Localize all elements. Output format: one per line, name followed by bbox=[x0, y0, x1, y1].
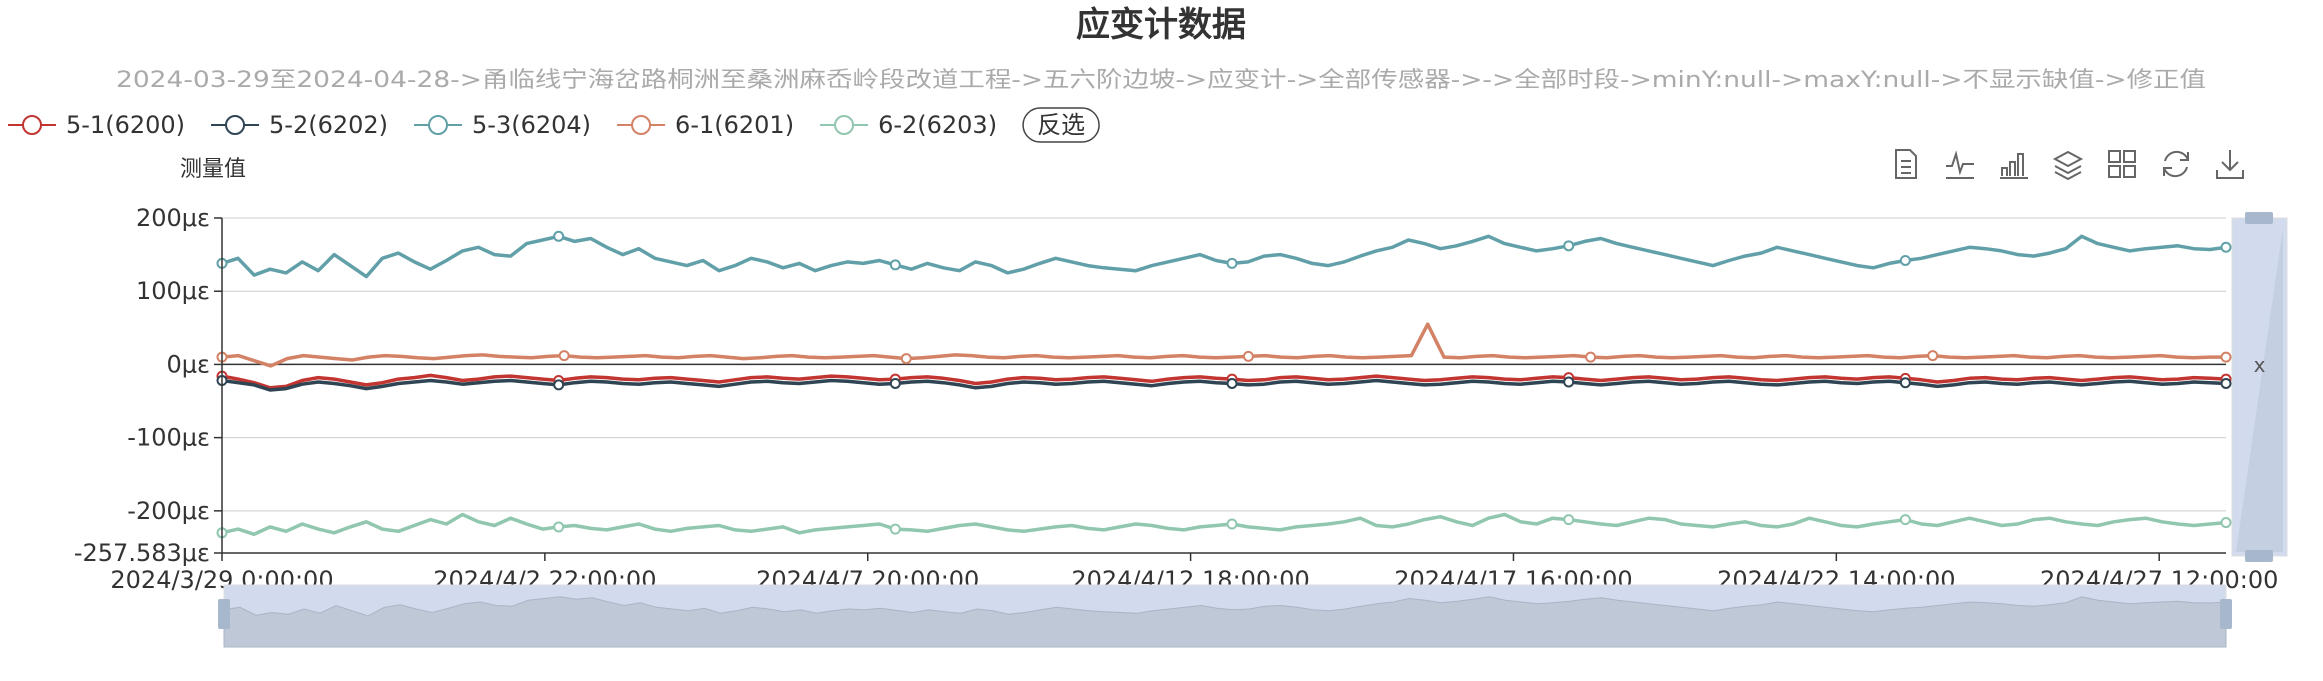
legend-item-5[interactable]: 6-2(6203) bbox=[820, 111, 997, 139]
y-tick-label-6: -257.583με bbox=[74, 539, 210, 567]
legend-label: 5-1(6200) bbox=[66, 111, 185, 139]
series-2-point-5 bbox=[1563, 376, 1575, 388]
x-zoom-slider[interactable] bbox=[218, 584, 2232, 648]
legend-marker bbox=[428, 115, 449, 135]
tile-4 bbox=[2123, 165, 2136, 178]
stack-layers bbox=[2054, 165, 2082, 181]
y-tick-label-3: 0με bbox=[166, 350, 210, 378]
legend-marker bbox=[225, 115, 246, 135]
tile-1 bbox=[2108, 150, 2121, 163]
line-chart-icon[interactable] bbox=[1946, 150, 1974, 179]
axes: 200με100με0με-100με-200με-257.583με2024/… bbox=[74, 204, 2279, 594]
bar-glyph bbox=[2000, 153, 2028, 179]
invert-selection-button[interactable]: 反选 bbox=[1022, 107, 1100, 143]
y-zoom-slider[interactable]: x bbox=[2231, 212, 2288, 562]
legend-marker bbox=[834, 115, 855, 135]
y-zoom-shadow bbox=[2236, 228, 2283, 552]
series-2-point-7 bbox=[2220, 377, 2232, 389]
series-4-point-6 bbox=[1927, 350, 1939, 362]
series-4-point-7 bbox=[2220, 351, 2232, 363]
legend-item-4[interactable]: 6-1(6201) bbox=[617, 111, 794, 139]
chart-subtitle: 2024-03-29至2024-04-28->甬临线宁海岔路桐洲至桑洲麻岙岭段改… bbox=[116, 68, 2206, 93]
series-5-point-4 bbox=[1226, 518, 1238, 530]
series-2-point-4 bbox=[1226, 377, 1238, 389]
series-3-point-3 bbox=[889, 259, 901, 271]
series-4-point-3 bbox=[900, 353, 912, 365]
series-3-point-5 bbox=[1563, 240, 1575, 252]
invert-selection-outline bbox=[1022, 107, 1100, 143]
y-tick-label-5: -200με bbox=[127, 497, 210, 525]
y-zoom-handle-bottom[interactable] bbox=[2245, 550, 2273, 562]
legend-label: 5-2(6202) bbox=[269, 111, 388, 139]
legend-label: 5-3(6204) bbox=[472, 111, 591, 139]
series-3-point-7 bbox=[2220, 241, 2232, 253]
y-zoom-handle-top[interactable] bbox=[2245, 212, 2273, 224]
series-4-point-5 bbox=[1585, 351, 1597, 363]
doc-lines bbox=[1901, 160, 1911, 174]
invert-selection-label: 反选 bbox=[1037, 111, 1085, 139]
plot-area bbox=[216, 230, 2232, 539]
series-4-point-4 bbox=[1242, 350, 1254, 362]
series-2-point-6 bbox=[1899, 377, 1911, 389]
legend: 5-1(6200) 5-2(6202) 5-3(6204) 6-1(6201) 6-2(… bbox=[8, 107, 1100, 143]
tile-2 bbox=[2123, 150, 2136, 163]
series-5-point-2 bbox=[553, 521, 565, 533]
series-line-3 bbox=[221, 234, 2227, 279]
y-axis-label: 测量值 bbox=[180, 157, 246, 182]
y-tick-label-2: 100με bbox=[136, 277, 210, 305]
legend-marker bbox=[631, 115, 652, 135]
series-2-point-3 bbox=[889, 377, 901, 389]
series-line-5 bbox=[221, 512, 2227, 537]
series-line-4 bbox=[221, 322, 2226, 368]
line-glyph bbox=[1946, 150, 1974, 176]
x-zoom-handle-right[interactable] bbox=[2220, 599, 2232, 629]
x-zoom-handle-left[interactable] bbox=[218, 599, 230, 629]
doc-outline bbox=[1895, 149, 1917, 179]
series-3-point-4 bbox=[1226, 257, 1238, 269]
stack-icon[interactable] bbox=[2052, 150, 2084, 181]
legend-item-1[interactable]: 5-1(6200) bbox=[8, 111, 185, 139]
y-tick-label-1: 200με bbox=[136, 204, 210, 232]
series-3-point-6 bbox=[1899, 254, 1911, 266]
save-image-icon[interactable] bbox=[2216, 150, 2244, 179]
data-view-icon[interactable] bbox=[1895, 149, 1917, 179]
series-2-point-2 bbox=[553, 379, 565, 391]
series-5-point-6 bbox=[1899, 514, 1911, 526]
legend-marker bbox=[22, 115, 42, 135]
chart-title: 应变计数据 bbox=[1076, 5, 1246, 45]
grid-lines bbox=[222, 217, 2226, 512]
legend-label: 6-1(6201) bbox=[675, 111, 794, 139]
stack-top bbox=[2052, 150, 2084, 168]
legend-label: 6-2(6203) bbox=[878, 111, 997, 139]
restore-arrows bbox=[2163, 152, 2189, 176]
toolbox bbox=[1895, 149, 2244, 181]
legend-item-3[interactable]: 5-3(6204) bbox=[414, 111, 591, 139]
y-tick-label-4: -100με bbox=[127, 424, 210, 452]
restore-icon[interactable] bbox=[2163, 150, 2189, 178]
series-5-point-3 bbox=[889, 523, 901, 535]
x-zoom-preview bbox=[223, 596, 2227, 648]
series-5-point-5 bbox=[1563, 514, 1575, 526]
bar-chart-icon[interactable] bbox=[2000, 153, 2028, 179]
series-3-point-2 bbox=[553, 230, 565, 242]
series-4-point-2 bbox=[558, 350, 570, 362]
y-zoom-label: x bbox=[2254, 353, 2266, 377]
legend-item-2[interactable]: 5-2(6202) bbox=[211, 111, 388, 139]
tiled-icon[interactable] bbox=[2108, 150, 2136, 178]
save-glyph bbox=[2216, 150, 2244, 179]
tile-3 bbox=[2108, 165, 2121, 178]
restore-arcs bbox=[2163, 150, 2189, 178]
series-5-point-7 bbox=[2220, 517, 2232, 529]
